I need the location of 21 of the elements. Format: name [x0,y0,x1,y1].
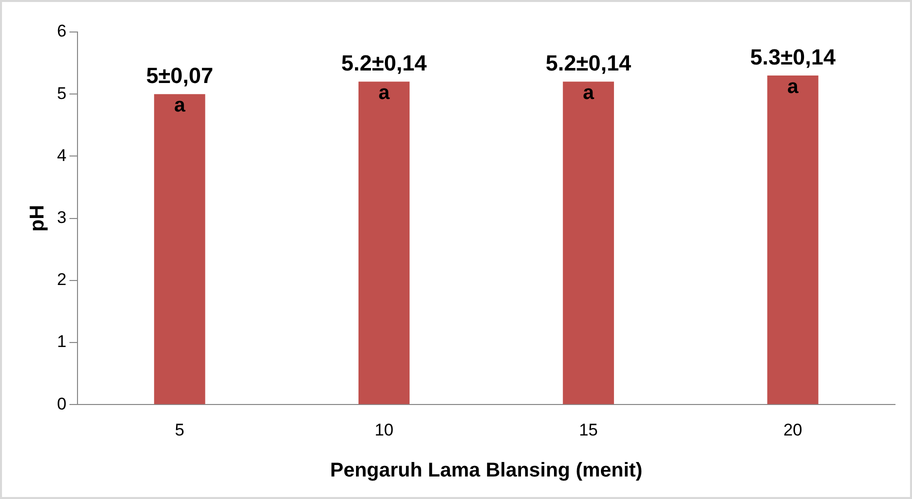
y-tick-label: 4 [56,146,66,165]
y-tick-label: 1 [56,332,66,352]
annotation: a [174,94,186,117]
y-tick-label: 0 [56,394,66,414]
annotation: a [582,82,595,104]
x-axis-title: Pengaruh Lama Blansing (menit) [330,460,642,482]
annotation: a [378,82,390,104]
y-tick-label: 5 [56,84,66,103]
y-tick-label: 3 [56,208,66,227]
y-tick-label: 6 [56,22,66,41]
x-tick-label: 5 [174,420,184,440]
data-label: 5±0,07 [146,63,214,88]
x-tick-label: 20 [783,420,802,440]
data-label: 5.3±0,14 [750,44,836,70]
x-tick-label: 15 [578,420,598,440]
x-tick-label: 10 [374,420,394,440]
annotation: a [787,76,800,98]
y-axis-title: pH [26,204,49,232]
data-label: 5.2±0,14 [546,50,632,76]
data-label: 5.2±0,14 [341,50,428,76]
y-tick-label: 2 [56,270,66,290]
